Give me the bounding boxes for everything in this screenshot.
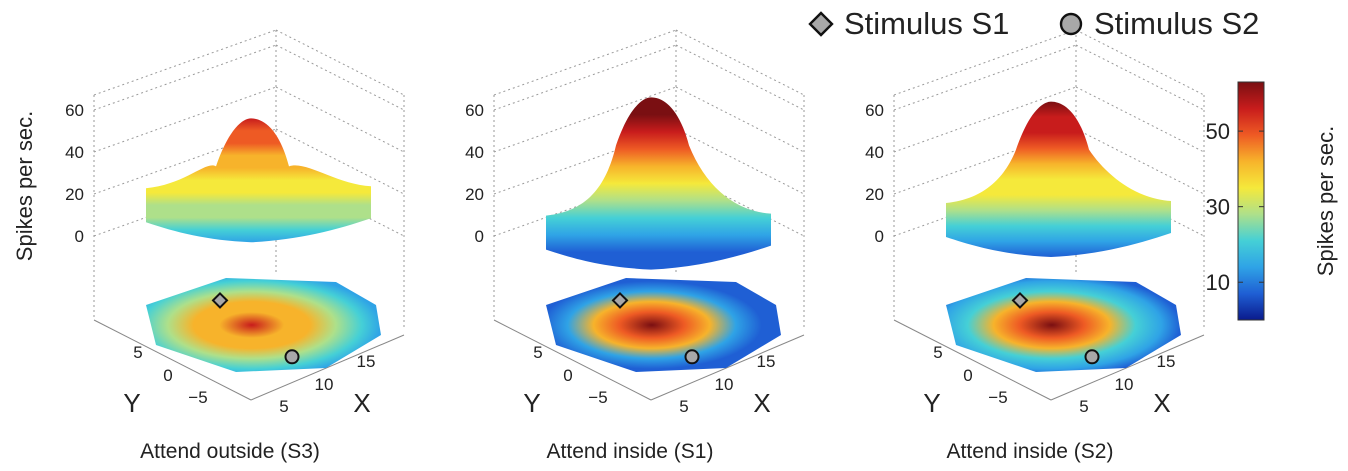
x-tick-label: 10	[1115, 375, 1134, 394]
floor-edge-right	[1050, 334, 1205, 401]
y-axis-label: Y	[123, 388, 140, 418]
legend-item-s1: Stimulus S1	[808, 6, 1009, 42]
stimulus-s1-marker	[611, 291, 629, 309]
x-tick-label: 5	[679, 397, 688, 416]
y-tick-label: −5	[588, 388, 607, 407]
z-tick-label: 20	[865, 185, 884, 204]
z-gridline	[675, 44, 805, 111]
z-tick-label: 40	[865, 143, 884, 162]
z-axis-label: Spikes per sec.	[12, 111, 37, 261]
z-gridline	[1075, 44, 1205, 111]
colorbar-tick-label: 50	[1206, 119, 1230, 144]
colorbar	[1237, 81, 1265, 321]
z-gridline	[493, 44, 677, 111]
colorbar-tick-label: 10	[1206, 270, 1230, 295]
z-tick-label: 60	[865, 101, 884, 120]
stimulus-s1-marker	[211, 291, 229, 309]
z-gridline	[675, 86, 805, 153]
x-tick-label: 10	[315, 375, 334, 394]
x-axis-label: X	[1153, 388, 1170, 418]
y-axis-label: Y	[923, 388, 940, 418]
z-tick-label: 20	[465, 185, 484, 204]
y-tick-label: 5	[933, 343, 942, 362]
z-tick-label: 60	[465, 101, 484, 120]
z-tick-label: 20	[65, 185, 84, 204]
z-gridline	[93, 86, 277, 153]
z-gridline	[493, 86, 677, 153]
z-gridline	[275, 86, 405, 153]
y-tick-label: −5	[188, 388, 207, 407]
y-tick-label: 0	[163, 366, 172, 385]
colorbar-label: Spikes per sec.	[1313, 126, 1338, 276]
x-tick-label: 15	[357, 352, 376, 371]
top-edge-right	[675, 29, 805, 96]
z-gridline	[1075, 86, 1205, 153]
x-tick-label: 15	[1157, 352, 1176, 371]
y-tick-label: 0	[963, 366, 972, 385]
x-tick-label: 5	[279, 397, 288, 416]
legend-s1-label: Stimulus S1	[844, 6, 1010, 41]
panel-3: 0 20 40 60 5 0 −5 5 10 15 Y X Attend inside (S2)	[865, 29, 1205, 463]
response-surface	[946, 101, 1171, 257]
x-axis-label: X	[753, 388, 770, 418]
legend-item-s2: Stimulus S2	[1058, 6, 1259, 42]
floor-edge-left	[893, 319, 1052, 401]
floor-edge-left	[493, 319, 652, 401]
x-tick-label: 5	[1079, 397, 1088, 416]
heatmap-projection	[546, 278, 781, 372]
x-tick-label: 15	[757, 352, 776, 371]
panel-title: Attend inside (S2)	[947, 440, 1114, 463]
top-edge-right	[275, 29, 405, 96]
response-surface	[546, 97, 771, 270]
panel-title: Attend outside (S3)	[140, 440, 320, 463]
stimulus-s2-marker	[284, 349, 300, 365]
colorbar-tick-label: 30	[1206, 195, 1230, 220]
z-tick-label: 0	[475, 227, 484, 246]
x-tick-label: 10	[715, 375, 734, 394]
z-tick-label: 0	[875, 227, 884, 246]
z-gridline	[675, 128, 805, 195]
z-gridline	[893, 44, 1077, 111]
panel-2: 0 20 40 60 5 0 −5 5 10 15 Y X Attend inside (S1)	[465, 29, 805, 463]
z-tick-label: 40	[465, 143, 484, 162]
stimulus-s2-marker	[684, 349, 700, 365]
stimulus-s2-marker	[1084, 349, 1100, 365]
z-tick-label: 0	[75, 227, 84, 246]
floor-edge-right	[250, 334, 405, 401]
top-edge-left	[493, 29, 677, 96]
y-tick-label: −5	[988, 388, 1007, 407]
floor-edge-left	[93, 319, 252, 401]
top-edge-right	[1075, 29, 1205, 96]
heatmap-projection	[146, 278, 381, 372]
panel-1: 0 20 40 60 5 0 −5 5 10 15 Y X Attend outside (S3) Spi…	[12, 29, 405, 463]
x-axis-label: X	[353, 388, 370, 418]
diamond-marker-icon	[808, 11, 834, 37]
y-tick-label: 5	[133, 343, 142, 362]
z-gridline	[1075, 128, 1205, 195]
y-tick-label: 5	[533, 343, 542, 362]
panel-title: Attend inside (S1)	[547, 440, 714, 463]
top-edge-left	[93, 29, 277, 96]
floor-edge-right	[650, 334, 805, 401]
z-tick-label: 60	[65, 101, 84, 120]
z-gridline	[275, 128, 405, 195]
z-tick-label: 40	[65, 143, 84, 162]
top-edge-left	[893, 29, 1077, 96]
legend-s2-label: Stimulus S2	[1094, 6, 1260, 41]
z-gridline	[275, 44, 405, 111]
heatmap-projection	[946, 278, 1181, 372]
circle-marker-icon	[1059, 12, 1083, 36]
y-axis-label: Y	[523, 388, 540, 418]
z-gridline	[893, 86, 1077, 153]
z-gridline	[675, 170, 805, 237]
z-gridline	[93, 44, 277, 111]
stimulus-s1-marker	[1011, 291, 1029, 309]
y-tick-label: 0	[563, 366, 572, 385]
response-surface	[146, 118, 371, 243]
